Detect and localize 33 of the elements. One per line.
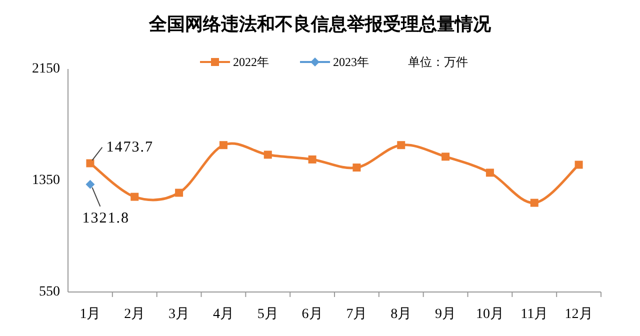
point (397, 141, 406, 150)
point (175, 188, 184, 197)
annotation: 单位：万件 (408, 55, 468, 69)
data-label: 1473.7 (106, 139, 154, 156)
y-tick-label: 2150 (32, 62, 60, 76)
point (486, 168, 494, 177)
x-tick-label: 2月 (124, 307, 146, 322)
point (352, 164, 361, 172)
data-label: 1321.8 (82, 210, 130, 226)
point (130, 192, 139, 201)
point (442, 152, 450, 161)
x-tick-label: 5月 (257, 307, 278, 322)
x-tick-label: 4月 (212, 307, 234, 322)
x-tick-label: 10月 (476, 307, 504, 322)
x-tick-label: 6月 (302, 307, 323, 322)
x-tick-label: 3月 (168, 307, 190, 322)
y-tick-label: 550 (39, 284, 60, 300)
chart-title: 全国网络违法和不良信息举报受理总量情况 (148, 14, 492, 34)
x-tick-label: 9月 (435, 307, 456, 322)
point (574, 160, 583, 169)
point (219, 141, 228, 150)
x-tick-label: 11月 (520, 307, 548, 322)
point (86, 159, 94, 168)
point (308, 155, 316, 164)
x-tick-label: 12月 (564, 307, 593, 322)
x-tick-label: 8月 (390, 307, 412, 322)
legend-label: 2023年 (333, 55, 369, 69)
point (530, 198, 538, 207)
y-tick-label: 1350 (32, 173, 60, 188)
legend-label: 2022年 (233, 55, 269, 69)
x-tick-label: 1月 (80, 307, 101, 322)
x-tick-label: 7月 (346, 307, 368, 322)
point (264, 150, 272, 159)
